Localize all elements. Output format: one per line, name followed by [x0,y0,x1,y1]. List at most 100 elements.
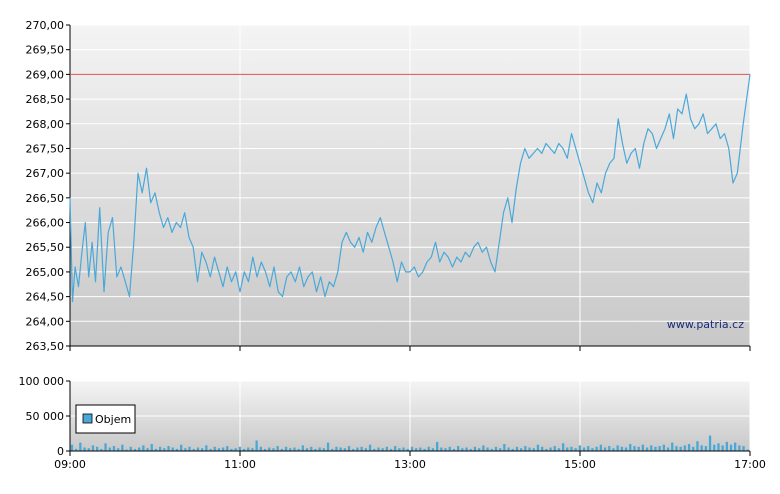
volume-bar [121,444,124,451]
volume-bar [83,447,86,451]
volume-bar [112,446,116,451]
volume-bar [415,448,418,451]
volume-bar [721,445,724,451]
volume-bar [163,448,166,451]
volume-bar [356,447,359,451]
volume-bar [692,446,695,451]
volume-bar [499,448,502,451]
volume-bar [154,448,158,451]
price-ytick-label: 266,00 [26,217,65,230]
volume-bar [520,448,523,451]
volume-bar [717,443,720,451]
volume-ytick-label: 50 000 [26,410,65,423]
volume-bar [620,446,623,451]
volume-bar [289,448,292,451]
price-ytick-label: 263,50 [26,340,65,353]
volume-bar [687,444,691,451]
volume-bar [385,446,388,451]
volume-bar [582,447,586,451]
price-ytick-label: 268,00 [26,118,65,131]
volume-bar [713,444,716,451]
volume-bar [87,448,90,451]
volume-bar [297,448,300,451]
volume-bar [725,441,728,451]
price-ytick-label: 269,50 [26,44,65,57]
volume-bar [347,446,351,451]
volume-bar [591,448,594,451]
volume-bar [612,448,615,451]
volume-bar [389,448,393,451]
volume-bar [503,444,506,451]
volume-bar [511,448,514,451]
volume-bar [633,446,636,451]
volume-bar [284,446,288,451]
volume-bar [427,446,430,451]
volume-bar [637,446,640,451]
volume-bar [318,447,321,451]
volume-bar [461,448,464,451]
watermark-text[interactable]: www.patria.cz [667,318,744,331]
volume-bar [490,448,493,451]
volume-bar [226,446,229,451]
volume-bar [79,442,82,451]
volume-bar [629,444,632,451]
volume-bar [658,446,661,451]
volume-bar [205,445,208,451]
volume-bar [175,448,179,451]
volume-bar [507,447,510,451]
volume-bar [599,444,602,451]
volume-bar [368,444,372,451]
volume-bar [251,448,254,451]
volume-bar [549,447,552,451]
price-ytick-label: 268,50 [26,93,65,106]
volume-xtick-label: 09:00 [54,458,86,471]
volume-bar [494,446,498,451]
volume-bar [532,448,535,451]
volume-bar [679,446,682,451]
volume-bar [515,446,519,451]
volume-bar [310,446,313,451]
volume-bar [738,445,741,451]
volume-bar [381,448,384,451]
volume-bar [595,446,598,451]
volume-bar [473,446,477,451]
volume-bar [280,448,283,451]
volume-bar [133,448,137,451]
volume-bar [125,449,128,451]
volume-bar [683,445,686,451]
volume-bar [570,446,573,451]
volume-bar [528,447,531,451]
volume-bar [482,445,485,451]
volume-bar [536,444,540,451]
volume-bar [293,447,296,451]
volume-bar [671,442,674,451]
volume-bar [708,435,712,451]
volume-bar [192,448,195,451]
volume-bar [662,444,665,451]
volume-bar [478,448,481,451]
volume-bar [339,447,342,451]
volume-bar [578,445,581,451]
volume-bar [444,448,447,451]
price-ytick-label: 270,00 [26,19,65,32]
volume-bar [272,448,275,451]
volume-bar [70,444,74,451]
volume-bar [734,442,737,451]
legend-label: Objem [95,413,131,426]
volume-bar [641,444,644,451]
price-series-line [69,74,751,303]
volume-bar [104,443,107,451]
volume-bar [75,448,78,451]
volume-bar [117,448,120,451]
price-ytick-label: 264,50 [26,291,65,304]
volume-bar [159,446,162,451]
volume-bar [331,448,334,451]
price-ytick-label: 266,50 [26,192,65,205]
volume-bar [276,446,279,451]
volume-bar [217,448,221,451]
volume-panel: 0 50 000 100 000 09:00 11:00 13:00 15:00 17:00 [19,375,766,471]
volume-bar [541,446,544,451]
volume-bar [704,446,707,451]
